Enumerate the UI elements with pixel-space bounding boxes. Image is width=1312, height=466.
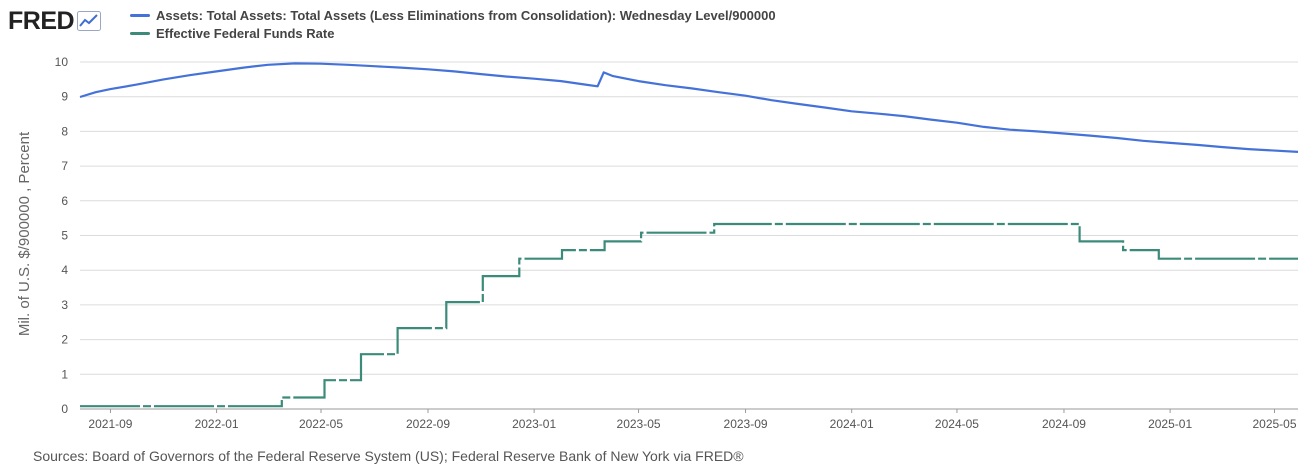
y-tick-label: 10 <box>55 55 69 69</box>
x-tick-label: 2024-05 <box>935 417 979 431</box>
chart-header: FRED Assets: Total Assets: Total Assets … <box>8 6 1298 46</box>
y-tick-label: 0 <box>61 402 68 416</box>
chart-legend: Assets: Total Assets: Total Assets (Less… <box>130 6 776 42</box>
x-tick-label: 2025-05 <box>1252 417 1296 431</box>
x-tick-label: 2022-09 <box>406 417 450 431</box>
y-tick-label: 8 <box>61 124 68 138</box>
source-note: Sources: Board of Governors of the Feder… <box>33 448 744 464</box>
x-tick-label: 2024-01 <box>830 417 874 431</box>
y-tick-label: 5 <box>61 229 68 243</box>
y-tick-label: 4 <box>61 263 68 277</box>
y-tick-label: 3 <box>61 298 68 312</box>
series-line-total-assets[interactable] <box>79 62 1299 153</box>
x-axis-ticks: 2021-09 2022-01 2022-05 2022-09 2023-01 2023-… <box>88 409 1297 431</box>
grid-lines <box>80 61 1298 410</box>
legend-label-fed-funds: Effective Federal Funds Rate <box>156 25 335 41</box>
line-chart-icon <box>77 11 102 31</box>
fred-logo[interactable]: FRED <box>8 7 102 35</box>
y-axis-label: Mil. of U.S. $/900000 , Percent <box>16 131 33 336</box>
legend-item-total-assets[interactable]: Assets: Total Assets: Total Assets (Less… <box>130 6 776 24</box>
series-layer <box>79 62 1299 408</box>
line-chart[interactable]: 0 1 2 3 4 5 6 7 8 9 10 2021-09 2022-01 2022-05 2022-0… <box>0 0 1312 446</box>
legend-swatch-total-assets <box>130 13 150 17</box>
legend-item-fed-funds[interactable]: Effective Federal Funds Rate <box>130 24 776 42</box>
legend-swatch-fed-funds <box>130 31 150 35</box>
x-tick-label: 2021-09 <box>88 417 132 431</box>
y-axis-ticks: 0 1 2 3 4 5 6 7 8 9 10 <box>55 55 69 416</box>
x-tick-label: 2024-09 <box>1042 417 1086 431</box>
y-tick-label: 9 <box>61 90 68 104</box>
legend-label-total-assets: Assets: Total Assets: Total Assets (Less… <box>156 7 776 23</box>
y-tick-label: 7 <box>61 159 68 173</box>
x-tick-label: 2023-05 <box>617 417 661 431</box>
x-tick-label: 2025-01 <box>1148 417 1192 431</box>
x-tick-label: 2022-05 <box>299 417 343 431</box>
x-tick-label: 2023-09 <box>724 417 768 431</box>
logo-text: FRED <box>8 7 75 35</box>
x-tick-label: 2022-01 <box>195 417 239 431</box>
y-tick-label: 1 <box>61 367 68 381</box>
y-tick-label: 2 <box>61 333 68 347</box>
x-tick-label: 2023-01 <box>512 417 556 431</box>
y-tick-label: 6 <box>61 194 68 208</box>
series-line-fed-funds[interactable] <box>80 222 1298 408</box>
